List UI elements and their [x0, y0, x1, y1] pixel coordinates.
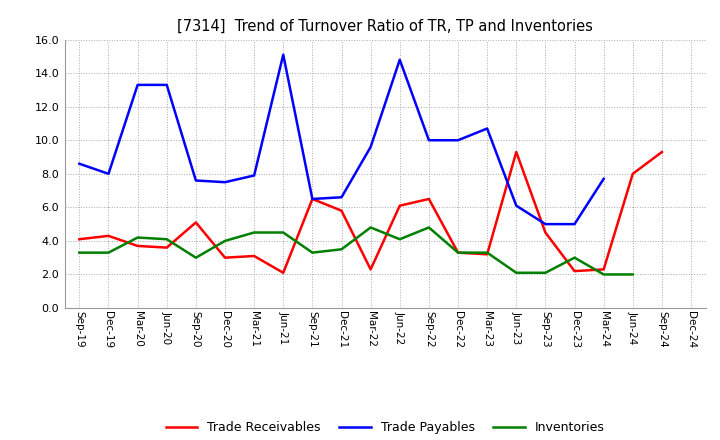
Inventories	[163, 237, 171, 242]
Inventories	[250, 230, 258, 235]
Trade Receivables	[163, 245, 171, 250]
Trade Payables	[337, 194, 346, 200]
Trade Payables	[570, 221, 579, 227]
Title: [7314]  Trend of Turnover Ratio of TR, TP and Inventories: [7314] Trend of Turnover Ratio of TR, TP…	[177, 19, 593, 34]
Inventories	[541, 270, 550, 275]
Trade Receivables	[104, 233, 113, 238]
Trade Payables	[395, 57, 404, 62]
Inventories	[220, 238, 229, 244]
Trade Receivables	[512, 149, 521, 154]
Inventories	[366, 225, 375, 230]
Line: Inventories: Inventories	[79, 227, 633, 275]
Inventories	[512, 270, 521, 275]
Inventories	[570, 255, 579, 260]
Trade Payables	[454, 138, 462, 143]
Trade Receivables	[366, 267, 375, 272]
Inventories	[599, 272, 608, 277]
Trade Payables	[133, 82, 142, 88]
Trade Payables	[75, 161, 84, 166]
Trade Payables	[279, 52, 287, 57]
Trade Payables	[163, 82, 171, 88]
Inventories	[337, 247, 346, 252]
Trade Payables	[425, 138, 433, 143]
Trade Receivables	[541, 230, 550, 235]
Inventories	[308, 250, 317, 255]
Inventories	[395, 237, 404, 242]
Trade Receivables	[337, 208, 346, 213]
Trade Payables	[104, 171, 113, 176]
Inventories	[192, 255, 200, 260]
Trade Receivables	[483, 252, 492, 257]
Inventories	[104, 250, 113, 255]
Trade Payables	[541, 221, 550, 227]
Trade Receivables	[599, 267, 608, 272]
Legend: Trade Receivables, Trade Payables, Inventories: Trade Receivables, Trade Payables, Inven…	[161, 416, 610, 439]
Trade Payables	[308, 196, 317, 202]
Trade Payables	[599, 176, 608, 181]
Trade Receivables	[220, 255, 229, 260]
Trade Payables	[512, 203, 521, 208]
Inventories	[483, 250, 492, 255]
Inventories	[133, 235, 142, 240]
Trade Receivables	[250, 253, 258, 259]
Trade Receivables	[657, 149, 666, 154]
Trade Receivables	[454, 250, 462, 255]
Trade Receivables	[75, 237, 84, 242]
Inventories	[75, 250, 84, 255]
Trade Receivables	[192, 220, 200, 225]
Trade Receivables	[629, 171, 637, 176]
Trade Receivables	[308, 196, 317, 202]
Trade Receivables	[395, 203, 404, 208]
Trade Receivables	[133, 243, 142, 249]
Inventories	[425, 225, 433, 230]
Trade Payables	[483, 126, 492, 131]
Line: Trade Payables: Trade Payables	[79, 55, 603, 224]
Trade Payables	[192, 178, 200, 183]
Trade Payables	[220, 180, 229, 185]
Inventories	[454, 250, 462, 255]
Trade Receivables	[425, 196, 433, 202]
Inventories	[279, 230, 287, 235]
Trade Receivables	[279, 270, 287, 275]
Trade Payables	[366, 144, 375, 150]
Inventories	[629, 272, 637, 277]
Trade Receivables	[570, 268, 579, 274]
Line: Trade Receivables: Trade Receivables	[79, 152, 662, 273]
Trade Payables	[250, 173, 258, 178]
